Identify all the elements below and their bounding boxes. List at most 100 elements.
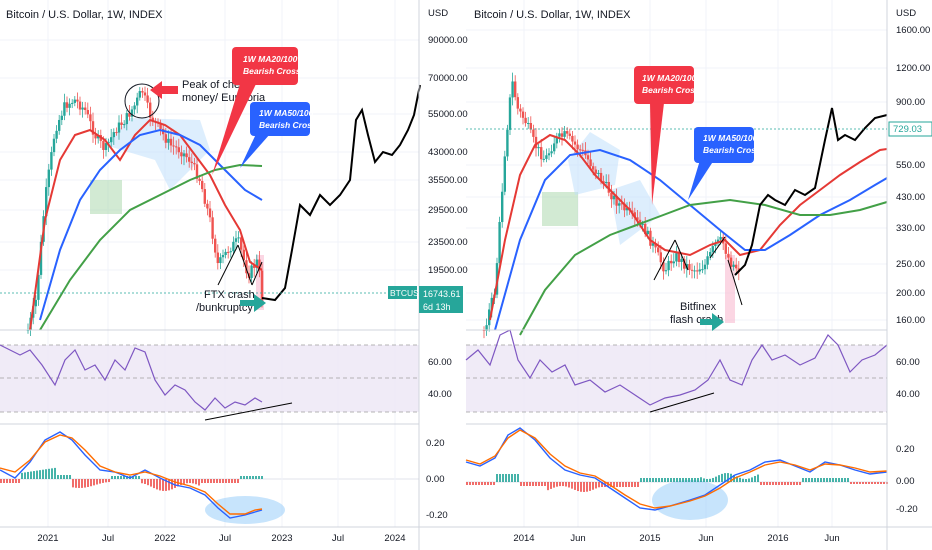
left-macd-bar [117, 476, 119, 479]
left-projection-line [261, 84, 421, 302]
left-macd-bar [237, 479, 239, 483]
right-macd-bar [676, 478, 678, 482]
left-candle [151, 117, 154, 122]
right-candle [508, 97, 512, 130]
right-ma20-line [489, 133, 888, 321]
right-candle [540, 147, 543, 160]
right-y-tick: 900.00 [896, 97, 925, 108]
right-candle [709, 252, 712, 257]
right-macd-bar [841, 478, 843, 482]
left-candle [84, 107, 87, 111]
left-macd-bar [111, 476, 113, 479]
left-candle [86, 110, 89, 115]
right-macd-bar [466, 482, 468, 485]
left-candle [237, 237, 240, 239]
left-candle [245, 260, 248, 274]
right-candle [706, 256, 709, 265]
left-candle [71, 102, 74, 104]
right-rsi-band [466, 345, 887, 412]
right-candle [693, 270, 696, 272]
right-candle [576, 144, 579, 150]
right-macd-bar [742, 478, 744, 482]
right-price-axis: USD 1600.00 1200.00 900.00 550.00 430.00 330.… [896, 8, 930, 515]
right-candle [514, 81, 517, 98]
left-x-tick: 2023 [271, 533, 292, 544]
left-candle [104, 143, 108, 150]
right-candle [490, 297, 493, 310]
left-macd-bar [24, 472, 26, 479]
left-candle [201, 180, 204, 190]
right-macd-bar [661, 478, 663, 482]
right-candle [651, 243, 655, 246]
left-candle [115, 132, 118, 134]
left-candle [240, 237, 243, 250]
left-x-tick: 2022 [154, 533, 175, 544]
left-candle [125, 113, 128, 125]
right-candle [581, 149, 584, 151]
left-macd-bar [207, 479, 209, 483]
right-macd-bar [589, 482, 591, 491]
left-macd-bar [153, 479, 155, 489]
left-candle [89, 114, 92, 122]
right-macd-bar [805, 478, 807, 482]
left-macd-bar [60, 475, 62, 479]
right-macd-bar [748, 478, 750, 482]
right-candle [672, 261, 675, 264]
right-candle [649, 230, 652, 246]
right-macd-bar [673, 478, 675, 482]
left-candle [50, 152, 53, 170]
right-y-tick: 160.00 [896, 315, 925, 326]
right-candle [659, 252, 662, 263]
left-red-zone [256, 255, 264, 310]
right-candle [646, 230, 649, 235]
right-macd-bar [874, 482, 876, 484]
right-macd-bar [478, 482, 480, 485]
right-candle [607, 181, 610, 193]
left-candle [208, 208, 212, 218]
left-y-tick: 19500.00 [428, 265, 468, 276]
left-macd-bar [219, 479, 221, 483]
right-macd-bar [556, 482, 558, 487]
right-candle [711, 246, 714, 253]
right-candle [597, 172, 600, 174]
right-macd-bar [619, 482, 621, 487]
indicator-y-tick: 0.20 [426, 438, 445, 449]
right-macd-bar [532, 482, 534, 486]
right-macd-bar [580, 482, 582, 492]
right-macd-bar [634, 482, 636, 487]
right-macd-bar [862, 482, 864, 484]
right-candle [547, 153, 551, 156]
left-macd-bar [183, 479, 185, 484]
right-macd-bar [727, 473, 729, 482]
left-candle [232, 241, 235, 252]
left-macd-bar [21, 472, 23, 479]
right-candle [732, 264, 735, 267]
left-callout-ma20-100: 1W MA20/100 Bearish Cross [212, 47, 301, 175]
right-macd-bar [811, 478, 813, 482]
left-macd-bar [78, 479, 80, 488]
right-macd-bar [835, 478, 837, 482]
left-macd-bar [165, 479, 167, 491]
left-macd-bar [159, 479, 161, 491]
left-candle [190, 161, 193, 164]
right-candle [612, 195, 616, 200]
left-macd-ellipse [205, 496, 285, 524]
left-macd-bar [156, 479, 158, 490]
right-macd-bar [721, 473, 723, 482]
right-candle [534, 136, 538, 149]
right-macd-bar [550, 482, 552, 489]
right-macd-bar [778, 482, 780, 485]
left-macd-bar [144, 479, 146, 484]
left-macd-bar [198, 479, 200, 486]
left-candle [258, 259, 261, 271]
right-macd-bar [802, 478, 804, 482]
left-candle [195, 164, 199, 179]
right-macd-bar [820, 478, 822, 482]
left-candle [242, 249, 245, 261]
macd-lines [0, 427, 888, 519]
right-macd-bar [547, 482, 549, 491]
left-candle [94, 134, 97, 139]
left-candle [123, 124, 126, 126]
left-candle [234, 238, 238, 242]
